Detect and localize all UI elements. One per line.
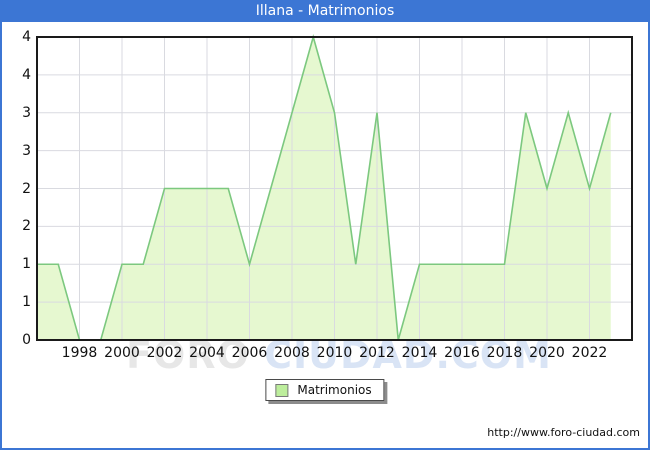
y-tick-label: 0: [22, 332, 31, 348]
x-tick-label: 2010: [316, 345, 353, 361]
legend-label: Matrimonios: [297, 383, 372, 397]
y-tick-label: 4: [22, 29, 31, 45]
x-tick-label: 2014: [401, 345, 438, 361]
legend: Matrimonios: [265, 379, 385, 401]
x-tick-label: 2002: [146, 345, 183, 361]
x-tick-label: 2008: [274, 345, 310, 361]
x-tick-label: 2018: [486, 345, 523, 361]
x-tick-label: 2022: [571, 345, 608, 361]
legend-swatch-icon: [275, 383, 289, 397]
x-tick-label: 2016: [444, 345, 480, 361]
y-tick-label: 4: [22, 66, 31, 83]
y-tick-label: 2: [22, 180, 31, 197]
x-tick-label: 2006: [231, 345, 268, 361]
x-tick-label: 2000: [104, 345, 140, 361]
x-tick-label: 2012: [359, 345, 395, 361]
title-bar: Illana - Matrimonios: [0, 0, 650, 22]
x-tick-label: 2004: [189, 345, 225, 361]
x-tick-label: 1998: [61, 345, 98, 361]
y-tick-label: 3: [22, 142, 31, 159]
x-tick-label: 2020: [529, 345, 565, 361]
y-tick-label: 1: [22, 256, 31, 273]
chart-title: Illana - Matrimonios: [255, 3, 395, 19]
y-tick-label: 2: [22, 218, 31, 235]
data-line: [37, 34, 612, 341]
y-tick-label: 3: [22, 104, 31, 121]
footer-url: http://www.foro-ciudad.com: [487, 426, 640, 439]
plot-border: [36, 36, 633, 341]
y-tick-label: 1: [22, 294, 31, 311]
